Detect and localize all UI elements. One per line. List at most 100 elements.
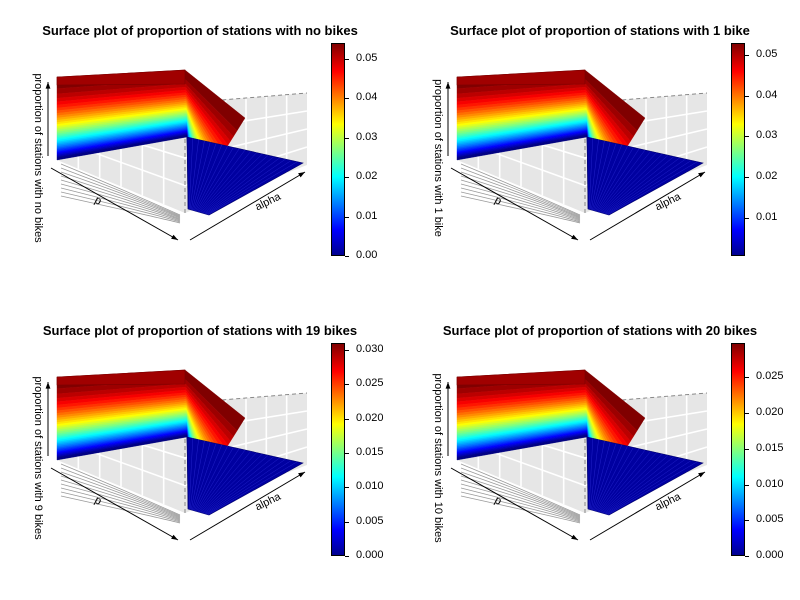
- surface-plot-3d: [45, 369, 308, 541]
- floor-contour: [460, 183, 581, 221]
- floor-contour: [60, 471, 181, 518]
- colorbar-tick-label: 0.05: [356, 51, 378, 64]
- colorbar-tick-mark: [345, 216, 349, 218]
- surface-mesh: [604, 157, 680, 215]
- colorbar-tick-label: 0.025: [756, 370, 784, 383]
- x-axis-arrow: [450, 467, 579, 541]
- surface-mesh: [593, 143, 617, 211]
- surface-mesh: [205, 458, 286, 515]
- colorbar-tick-mark: [745, 55, 749, 57]
- colorbar-tick-label: 0.000: [356, 549, 384, 561]
- floor-contour: [60, 491, 181, 523]
- colorbar-tick-label: 0.04: [756, 88, 778, 101]
- colorbar-tick-mark: [345, 418, 349, 420]
- surface-mesh: [199, 451, 251, 513]
- floor-contour: [60, 479, 181, 520]
- colorbar-tick-mark: [345, 137, 349, 139]
- colorbar-tick-mark: [345, 256, 349, 257]
- colorbar-tick-label: 0.03: [356, 130, 378, 143]
- colorbar: [731, 43, 745, 256]
- colorbar-tick-label: 0.025: [356, 377, 384, 390]
- y-axis-arrow: [189, 471, 306, 541]
- surface-mesh: [200, 152, 257, 213]
- colorbar-tick-mark: [345, 556, 349, 557]
- floor-contour: [60, 179, 181, 220]
- surface-mesh: [200, 452, 257, 513]
- colorbar-tick-mark: [745, 413, 749, 414]
- floor-contour: [60, 483, 181, 521]
- colorbar-tick-label: 0.015: [756, 441, 784, 454]
- colorbar-tick-mark: [345, 452, 349, 454]
- surface-mesh: [603, 156, 675, 214]
- surface-mesh: [602, 155, 669, 214]
- chart-title: Surface plot of proportion of stations w…: [42, 23, 358, 38]
- colorbar-tick-mark: [745, 176, 749, 178]
- colorbar-tick-label: 0.00: [356, 249, 378, 261]
- surface-plot-3d: [445, 69, 708, 241]
- surface-mesh: [602, 455, 669, 514]
- surface-mesh: [194, 444, 223, 511]
- surface-mesh: [197, 448, 240, 512]
- surface-mesh: [198, 149, 246, 213]
- colorbar-tick-mark: [745, 448, 749, 450]
- floor-contour: [460, 179, 581, 220]
- x-axis-arrow: [50, 467, 179, 541]
- z-axis-arrow-head: [45, 382, 51, 389]
- surface-mesh: [198, 449, 246, 513]
- colorbar-tick-mark: [345, 487, 349, 489]
- floor-contour: [460, 483, 581, 521]
- colorbar-tick-mark: [745, 484, 749, 486]
- z-axis-arrow-head: [445, 82, 451, 89]
- surface-mesh: [599, 151, 651, 213]
- colorbar-tick-label: 0.000: [756, 549, 784, 561]
- z-axis-label: proportion of stations with no bikes: [32, 73, 44, 243]
- floor-contour: [460, 487, 581, 522]
- colorbar: [331, 343, 345, 556]
- colorbar-tick-label: 0.010: [356, 480, 384, 493]
- colorbar-tick-label: 0.01: [756, 210, 778, 223]
- surface-mesh: [597, 148, 640, 212]
- colorbar-tick-label: 0.015: [356, 445, 384, 458]
- surface-panel-19-bikes: Surface plot of proportion of stations w…: [0, 300, 400, 600]
- surface-mesh: [601, 453, 663, 514]
- surface-mesh: [196, 147, 234, 212]
- surface-ridge: [56, 369, 186, 386]
- colorbar-tick-mark: [745, 377, 749, 379]
- surface-mesh: [595, 445, 628, 512]
- colorbar-tick-label: 0.03: [756, 129, 778, 142]
- floor-contour: [460, 171, 581, 218]
- colorbar-tick-label: 0.005: [356, 514, 384, 527]
- surface-panel-20-bikes: Surface plot of proportion of stations w…: [400, 300, 800, 600]
- z-axis-arrow-head: [45, 82, 51, 89]
- colorbar-ticks: 0.000 0.005 0.010 0.015 0.020 0.025: [745, 343, 795, 561]
- z-axis-label: proportion of stations with 10 bikes: [432, 373, 444, 543]
- floor-contour: [60, 167, 181, 217]
- colorbar-tick-label: 0.005: [756, 513, 784, 526]
- surface-mesh: [597, 448, 640, 512]
- colorbar-ticks: 0.000 0.005 0.010 0.015 0.020 0.025 0.030: [345, 343, 395, 561]
- surface-mesh: [203, 156, 275, 214]
- surface-mesh: [190, 140, 205, 210]
- surface-mesh: [598, 449, 646, 513]
- chart-title: Surface plot of proportion of stations w…: [42, 323, 358, 338]
- surface-mesh: [189, 139, 199, 210]
- y-axis-arrow: [589, 471, 706, 541]
- surface-mesh: [588, 438, 594, 510]
- surface-mesh: [588, 138, 594, 210]
- floor-contour: [60, 163, 181, 216]
- floor-contour: [60, 187, 181, 222]
- surface-mesh: [202, 455, 269, 514]
- surface-mesh: [206, 460, 292, 515]
- surface-mesh: [594, 144, 623, 211]
- floor-contour: [60, 171, 181, 218]
- surface-mesh: [600, 152, 657, 213]
- surface-mesh: [196, 447, 234, 512]
- floor-contour: [60, 495, 181, 524]
- surface-mesh: [190, 440, 205, 510]
- colorbar-tick-mark: [745, 217, 749, 219]
- y-axis-arrow: [189, 171, 306, 241]
- chart-title: Surface plot of proportion of stations w…: [442, 323, 758, 338]
- colorbar-tick-label: 0.01: [356, 209, 378, 222]
- surface-mesh: [589, 139, 599, 210]
- colorbar-tick-mark: [745, 136, 749, 138]
